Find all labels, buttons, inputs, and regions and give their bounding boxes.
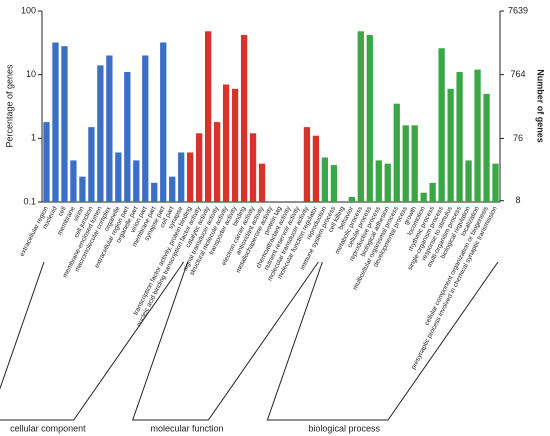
bar [366, 34, 373, 202]
group-label: cellular component [10, 423, 86, 433]
bar [258, 163, 266, 202]
bar [124, 72, 131, 202]
bar [411, 125, 418, 202]
bar [79, 176, 86, 202]
bar [196, 133, 203, 202]
bar [70, 160, 77, 202]
bar [393, 103, 400, 202]
group-bracket [266, 261, 499, 421]
bar [52, 42, 59, 203]
bar [357, 31, 364, 202]
bar [447, 88, 454, 202]
bar [438, 48, 445, 202]
bar [330, 165, 338, 202]
y2-tick-label: 7639 [508, 5, 528, 15]
y-tick-label: 0.1 [23, 196, 36, 206]
y-tick-label: 10 [26, 69, 36, 79]
y2-tick-label: 8 [515, 195, 520, 205]
bar [142, 55, 149, 202]
bar [321, 157, 329, 202]
y2-axis-label: Number of genes [536, 69, 546, 143]
bar [303, 127, 311, 202]
bar [222, 84, 230, 202]
bar [133, 160, 140, 202]
bar [249, 133, 257, 202]
bar [88, 127, 95, 202]
bar [240, 34, 248, 202]
bar [169, 176, 176, 202]
bar [492, 163, 499, 202]
bar [465, 160, 472, 202]
bar [402, 125, 409, 202]
y2-tick-label: 764 [510, 69, 525, 79]
bar [97, 65, 104, 202]
bar [187, 152, 194, 202]
y2-tick-label: 76 [513, 133, 523, 143]
bar [312, 135, 320, 202]
y-tick-label: 1 [31, 133, 36, 143]
group-label: molecular function [151, 423, 224, 433]
bar [106, 55, 113, 202]
bar [160, 42, 167, 203]
bar [43, 122, 50, 202]
bar [375, 160, 382, 202]
bar [178, 152, 185, 202]
group-bracket [131, 261, 319, 421]
bar [204, 31, 212, 202]
y-axis-label: Percentage of genes [4, 64, 14, 148]
bar [474, 69, 481, 202]
bar [456, 72, 463, 202]
bar [429, 182, 436, 202]
bar [151, 182, 158, 202]
bar [61, 46, 68, 203]
bar [213, 122, 221, 202]
x-tick-label: cell [57, 205, 68, 217]
group-label: biological process [308, 423, 380, 433]
bar [348, 196, 355, 202]
bar [231, 88, 239, 202]
group-bracket [0, 261, 185, 421]
x-tick-label: extracellular region [19, 205, 50, 257]
y-tick-label: 100 [21, 5, 36, 15]
bar [420, 192, 427, 202]
bar [483, 93, 490, 202]
bar [384, 163, 391, 202]
bar [115, 152, 122, 202]
